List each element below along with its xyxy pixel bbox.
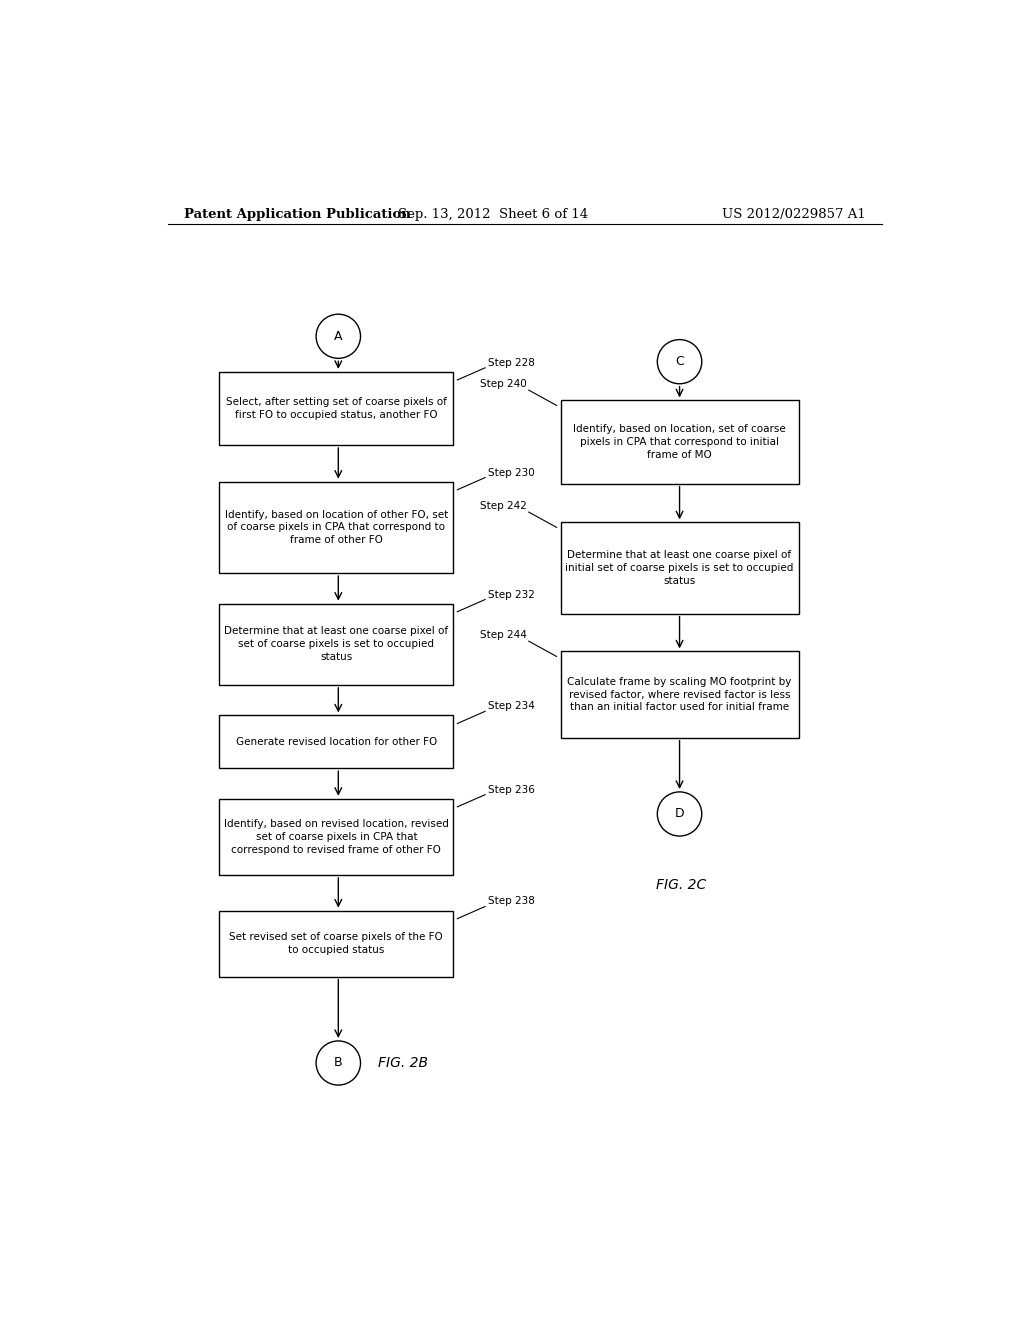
- FancyBboxPatch shape: [219, 482, 454, 573]
- Ellipse shape: [657, 792, 701, 836]
- FancyBboxPatch shape: [219, 603, 454, 685]
- Text: Sep. 13, 2012  Sheet 6 of 14: Sep. 13, 2012 Sheet 6 of 14: [398, 207, 588, 220]
- Text: Determine that at least one coarse pixel of
set of coarse pixels is set to occup: Determine that at least one coarse pixel…: [224, 627, 449, 663]
- Text: Step 234: Step 234: [487, 701, 535, 711]
- FancyBboxPatch shape: [219, 799, 454, 875]
- Text: B: B: [334, 1056, 343, 1069]
- Text: Set revised set of coarse pixels of the FO
to occupied status: Set revised set of coarse pixels of the …: [229, 932, 443, 954]
- Text: Generate revised location for other FO: Generate revised location for other FO: [236, 737, 437, 747]
- Text: Step 236: Step 236: [487, 784, 535, 795]
- Ellipse shape: [316, 1041, 360, 1085]
- Text: Step 228: Step 228: [487, 358, 535, 368]
- Text: C: C: [675, 355, 684, 368]
- Text: Step 230: Step 230: [487, 467, 535, 478]
- Text: Calculate frame by scaling MO footprint by
revised factor, where revised factor : Calculate frame by scaling MO footprint …: [567, 677, 792, 713]
- FancyBboxPatch shape: [560, 400, 799, 483]
- Text: Patent Application Publication: Patent Application Publication: [183, 207, 411, 220]
- Text: Identify, based on location, set of coarse
pixels in CPA that correspond to init: Identify, based on location, set of coar…: [573, 424, 786, 459]
- Ellipse shape: [316, 314, 360, 358]
- FancyBboxPatch shape: [219, 372, 454, 445]
- FancyBboxPatch shape: [560, 651, 799, 738]
- Text: Step 244: Step 244: [479, 630, 526, 640]
- FancyBboxPatch shape: [219, 715, 454, 768]
- Text: Step 232: Step 232: [487, 590, 535, 599]
- FancyBboxPatch shape: [560, 523, 799, 614]
- Text: D: D: [675, 808, 684, 821]
- Ellipse shape: [657, 339, 701, 384]
- Text: Identify, based on revised location, revised
set of coarse pixels in CPA that
co: Identify, based on revised location, rev…: [224, 818, 449, 854]
- Text: Step 240: Step 240: [479, 379, 526, 389]
- Text: Step 242: Step 242: [479, 502, 526, 511]
- Text: FIG. 2C: FIG. 2C: [655, 878, 706, 892]
- Text: Step 238: Step 238: [487, 896, 535, 907]
- Text: FIG. 2B: FIG. 2B: [378, 1056, 428, 1071]
- Text: US 2012/0229857 A1: US 2012/0229857 A1: [722, 207, 866, 220]
- Text: A: A: [334, 330, 343, 343]
- Text: Identify, based on location of other FO, set
of coarse pixels in CPA that corres: Identify, based on location of other FO,…: [224, 510, 447, 545]
- FancyBboxPatch shape: [219, 911, 454, 977]
- Text: Determine that at least one coarse pixel of
initial set of coarse pixels is set : Determine that at least one coarse pixel…: [565, 550, 794, 586]
- Text: Select, after setting set of coarse pixels of
first FO to occupied status, anoth: Select, after setting set of coarse pixe…: [226, 397, 446, 420]
